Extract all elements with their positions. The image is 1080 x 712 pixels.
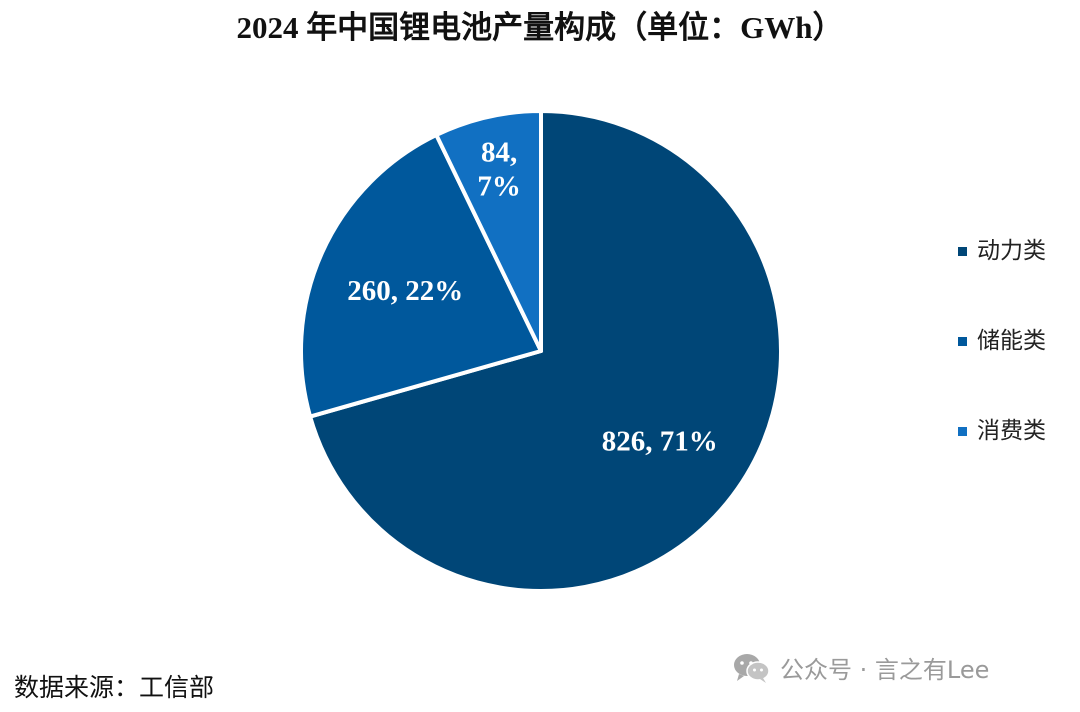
legend-label: 消费类 bbox=[977, 418, 1046, 444]
legend-item-3: 消费类 bbox=[958, 416, 1046, 506]
pie-slice-1 bbox=[308, 109, 783, 593]
legend-label: 储能类 bbox=[977, 328, 1046, 354]
data-label-1: 826, 71% bbox=[602, 426, 718, 458]
watermark: 公众号 · 言之有Lee bbox=[732, 650, 989, 685]
pie-slice-3 bbox=[434, 109, 543, 353]
data-label-3: 84, 7% bbox=[477, 137, 521, 203]
legend-swatch bbox=[958, 247, 967, 256]
legend-item-2: 储能类 bbox=[958, 326, 1046, 416]
wechat-icon bbox=[734, 653, 770, 683]
watermark-text: 公众号 · 言之有Lee bbox=[780, 656, 990, 684]
source-note: 数据来源：工信部 bbox=[14, 673, 215, 702]
data-label-2: 260, 22% bbox=[347, 275, 463, 307]
pie-slice-2 bbox=[299, 133, 543, 419]
legend: 动力类 储能类 消费类 bbox=[958, 236, 1046, 506]
legend-item-1: 动力类 bbox=[958, 236, 1046, 326]
legend-swatch bbox=[958, 337, 967, 346]
chart-title: 2024 年中国锂电池产量构成（单位：GWh） bbox=[236, 10, 844, 45]
legend-swatch bbox=[958, 427, 967, 436]
legend-label: 动力类 bbox=[977, 238, 1046, 264]
